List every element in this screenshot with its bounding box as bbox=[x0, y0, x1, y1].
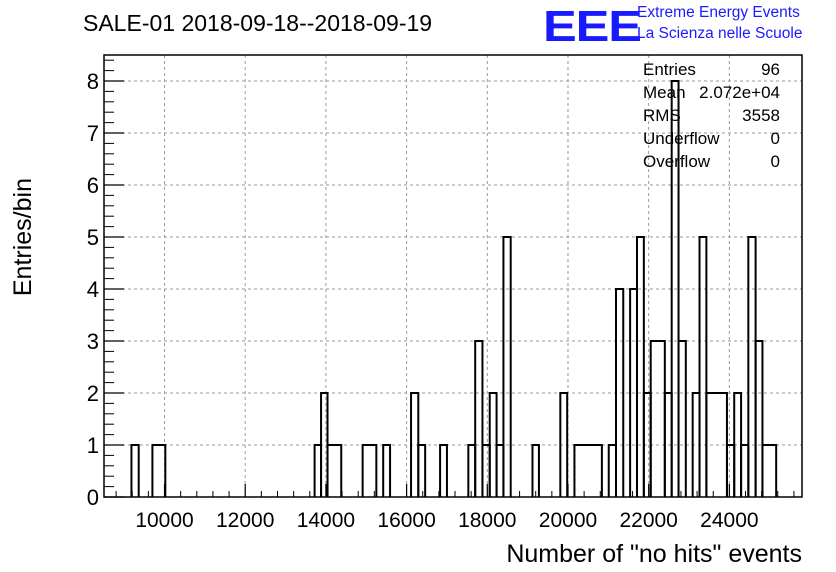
eee-logo: EEE bbox=[543, 2, 642, 51]
grid-lines bbox=[104, 55, 802, 497]
stat-label: RMS bbox=[643, 106, 681, 125]
histogram-bin bbox=[635, 236, 645, 497]
stat-row-underflow: Underflow 0 bbox=[641, 129, 780, 152]
histogram-bin bbox=[607, 444, 618, 497]
x-tick-labels: 10000 12000 14000 16000 18000 20000 22000 24000 bbox=[135, 509, 758, 532]
histogram-bin bbox=[559, 392, 569, 497]
histogram-bin bbox=[670, 80, 680, 497]
histogram-bin bbox=[649, 340, 666, 497]
histogram-bins bbox=[130, 80, 778, 497]
histogram-bin bbox=[481, 444, 491, 497]
histogram-bin bbox=[151, 444, 167, 497]
x-tick-label: 18000 bbox=[458, 509, 516, 532]
stat-row-rms: RMS 3558 bbox=[641, 106, 780, 129]
plot-frame bbox=[103, 54, 803, 498]
histogram-bin bbox=[677, 340, 687, 497]
histogram-bin bbox=[130, 444, 140, 497]
logo-line-1: Extreme Energy Events bbox=[637, 4, 800, 21]
x-tick-label: 10000 bbox=[135, 509, 193, 532]
histogram-bin bbox=[725, 444, 736, 497]
x-tick-label: 22000 bbox=[619, 509, 677, 532]
histogram-bin bbox=[439, 444, 448, 497]
histogram-bin bbox=[761, 444, 778, 497]
stat-value: 0 bbox=[770, 152, 780, 171]
y-tick-label: 0 bbox=[87, 485, 99, 510]
stat-row-overflow: Overflow 0 bbox=[641, 152, 780, 175]
histogram-bin bbox=[502, 236, 512, 497]
histogram-bin bbox=[531, 444, 540, 497]
histogram-bin bbox=[382, 444, 392, 497]
y-tick-labels: 0 1 2 3 4 5 6 7 8 bbox=[87, 69, 99, 510]
stat-value: 2.072e+04 bbox=[699, 83, 780, 102]
stat-label: Mean bbox=[643, 83, 686, 102]
x-tick-label: 20000 bbox=[539, 509, 597, 532]
y-tick-label: 1 bbox=[87, 433, 99, 458]
histogram-bin bbox=[615, 288, 625, 497]
histogram-bin bbox=[573, 444, 603, 497]
histogram-bin bbox=[417, 444, 427, 497]
histogram-bin bbox=[698, 236, 708, 497]
y-tick-label: 7 bbox=[87, 121, 99, 146]
histogram-bin bbox=[474, 340, 484, 497]
logo-line-2: La Scienza nelle Scuole bbox=[637, 25, 803, 42]
histogram-bin bbox=[467, 444, 477, 497]
y-tick-label: 5 bbox=[87, 225, 99, 250]
histogram-bin bbox=[754, 340, 764, 497]
stat-label: Entries bbox=[643, 60, 696, 79]
x-tick-label: 24000 bbox=[700, 509, 758, 532]
histogram-bin bbox=[747, 236, 757, 497]
stat-value: 3558 bbox=[742, 106, 780, 125]
stat-value: 96 bbox=[761, 60, 780, 79]
x-axis-label: Number of "no hits" events bbox=[506, 540, 802, 568]
stat-row-mean: Mean 2.072e+04 bbox=[641, 83, 780, 106]
histogram-bin bbox=[361, 444, 378, 497]
stats-box: Entries 96 Mean 2.072e+04 RMS 3558 Under… bbox=[641, 60, 780, 175]
y-tick-label: 8 bbox=[87, 69, 99, 94]
histogram-bin bbox=[740, 444, 750, 497]
y-tick-label: 3 bbox=[87, 329, 99, 354]
x-tick-label: 14000 bbox=[297, 509, 355, 532]
stat-value: 0 bbox=[770, 129, 780, 148]
histogram-bin bbox=[495, 444, 505, 497]
x-tick-label: 12000 bbox=[216, 509, 274, 532]
stat-row-entries: Entries 96 bbox=[641, 60, 780, 83]
stat-label: Overflow bbox=[643, 152, 711, 171]
y-axis-label: Entries/bin bbox=[9, 178, 37, 296]
histogram-bin bbox=[326, 444, 343, 497]
chart-title: SALE-01 2018-09-18--2018-09-19 bbox=[83, 10, 433, 36]
x-tick-label: 16000 bbox=[377, 509, 435, 532]
y-tick-label: 6 bbox=[87, 173, 99, 198]
y-tick-label: 4 bbox=[87, 277, 99, 302]
stat-label: Underflow bbox=[643, 129, 720, 148]
y-tick-label: 2 bbox=[87, 381, 99, 406]
